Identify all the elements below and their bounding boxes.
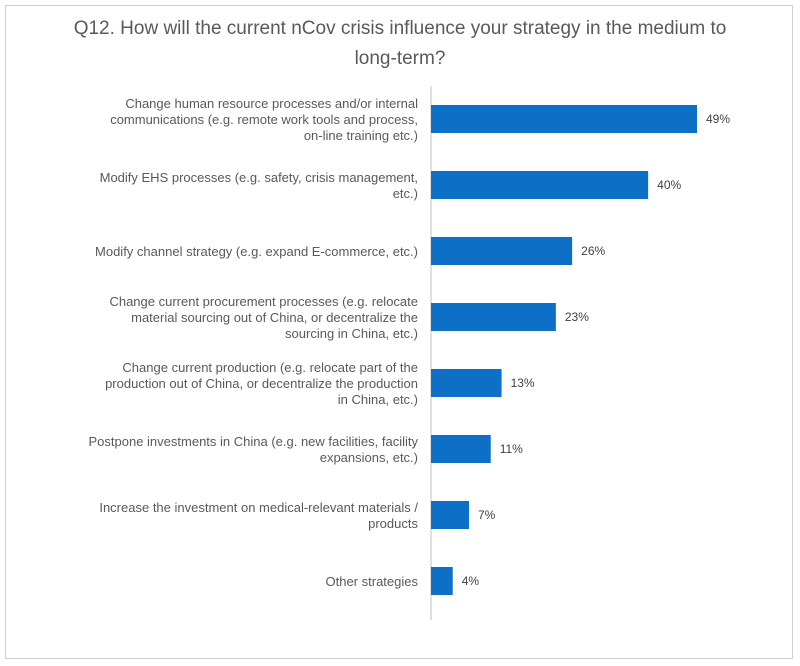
value-label: 23% (565, 310, 589, 324)
category-label: on-line training etc.) (304, 128, 418, 143)
bar (431, 171, 649, 199)
category-label: Increase the investment on medical-relev… (99, 500, 418, 515)
bar (431, 501, 469, 529)
category-label: expansions, etc.) (320, 450, 418, 465)
bar (431, 567, 453, 595)
category-label: material sourcing out of China, or decen… (131, 310, 418, 325)
value-label: 40% (657, 178, 681, 192)
bar (431, 369, 502, 397)
category-label: Other strategies (326, 574, 419, 589)
chart-title: Q12. How will the current nCov crisis in… (73, 18, 727, 69)
category-label: Change human resource processes and/or i… (125, 96, 418, 111)
bar (431, 237, 573, 265)
category-label: in China, etc.) (338, 392, 418, 407)
value-label: 4% (462, 574, 480, 588)
category-label: production out of China, or decentralize… (105, 376, 418, 391)
bar (431, 105, 697, 133)
value-label: 26% (581, 244, 605, 258)
value-label: 49% (706, 112, 730, 126)
value-label: 11% (500, 442, 523, 456)
category-label: Modify channel strategy (e.g. expand E-c… (95, 244, 418, 259)
category-label: Change current procurement processes (e.… (109, 294, 418, 309)
value-label: 13% (511, 376, 535, 390)
category-label: etc.) (393, 186, 418, 201)
category-label: Modify EHS processes (e.g. safety, crisi… (100, 170, 418, 185)
bar (431, 435, 491, 463)
value-label: 7% (478, 508, 496, 522)
category-label: sourcing in China, etc.) (285, 326, 418, 341)
category-label: Postpone investments in China (e.g. new … (89, 434, 419, 449)
bar (431, 303, 556, 331)
category-label: products (368, 516, 418, 531)
category-label: Change current production (e.g. relocate… (122, 360, 418, 375)
category-label: communications (e.g. remote work tools a… (110, 112, 418, 127)
